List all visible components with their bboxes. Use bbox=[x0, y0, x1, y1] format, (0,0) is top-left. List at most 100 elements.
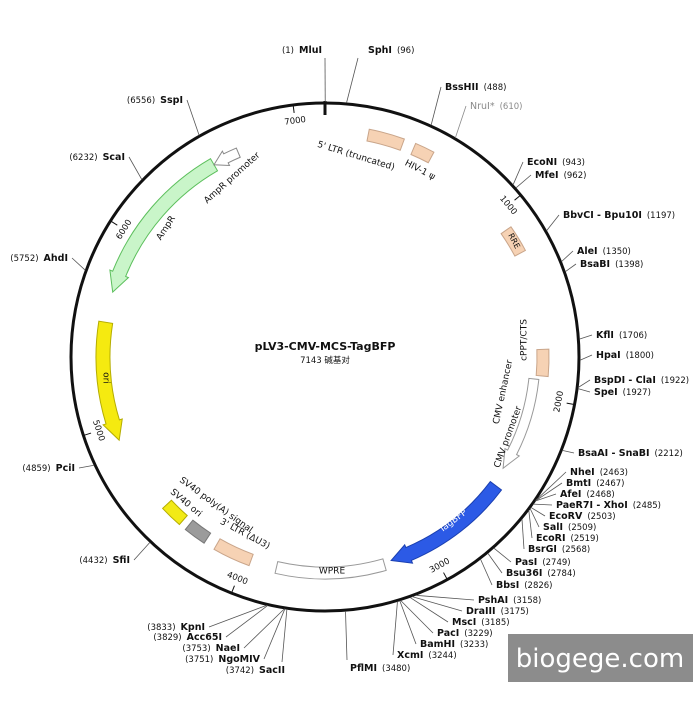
site-name: PaeR7I - XhoI bbox=[556, 500, 628, 511]
site-position: (2568) bbox=[562, 545, 590, 555]
site-position: (610) bbox=[500, 102, 523, 112]
feature-shape bbox=[214, 148, 240, 165]
site-name: EcoNI bbox=[527, 157, 557, 168]
site-name: SacII bbox=[259, 665, 285, 676]
tick-label: 4000 bbox=[225, 570, 249, 587]
site-label: MscI(3185) bbox=[452, 617, 510, 628]
site-label: BbvCI - Bpu10I(1197) bbox=[563, 210, 675, 221]
site-name: PshAI bbox=[478, 595, 508, 606]
site-label: PacI (3229) bbox=[437, 628, 493, 639]
site-label: (3753)NaeI bbox=[182, 643, 240, 654]
site-name: EcoRI bbox=[536, 533, 566, 544]
site-label: PasI(2749) bbox=[515, 557, 571, 568]
site-leader bbox=[516, 175, 531, 188]
site-position: (1800) bbox=[626, 351, 654, 361]
site-leader bbox=[578, 380, 590, 387]
site-position: (4859) bbox=[22, 464, 50, 474]
site-name: BssHII bbox=[445, 82, 479, 93]
site-position: (2503) bbox=[587, 512, 615, 522]
site-position: (3742) bbox=[226, 666, 254, 676]
site-label: (3829)Acc65I bbox=[153, 632, 222, 643]
site-label: (3751)NgoMIV bbox=[185, 654, 261, 665]
site-name: KflI bbox=[596, 330, 614, 341]
site-position: (1927) bbox=[623, 388, 651, 398]
site-position: (962) bbox=[564, 171, 587, 181]
tick-mark bbox=[444, 573, 447, 579]
tick-mark bbox=[293, 106, 294, 113]
site-name: MluI bbox=[299, 45, 322, 56]
site-name: PciI bbox=[56, 463, 75, 474]
site-position: (3833) bbox=[147, 623, 175, 633]
site-name: BmtI bbox=[566, 478, 591, 489]
feature-label: cPPT/CTS bbox=[520, 319, 530, 361]
site-position: (2468) bbox=[586, 490, 614, 500]
site-leader bbox=[455, 106, 466, 138]
site-leader bbox=[562, 450, 574, 453]
site-position: (2212) bbox=[655, 449, 683, 459]
tick-mark bbox=[515, 196, 520, 200]
site-label: MfeI(962) bbox=[535, 170, 586, 181]
site-name: BbsI bbox=[496, 580, 519, 591]
site-position: (6232) bbox=[69, 153, 97, 163]
site-leader bbox=[79, 465, 94, 468]
site-leader bbox=[561, 251, 573, 262]
site-label: (4432)SfiI bbox=[79, 555, 130, 566]
site-name: KpnI bbox=[181, 622, 205, 633]
watermark: biogege.com bbox=[516, 644, 684, 674]
site-label: NruI*(610) bbox=[470, 101, 522, 112]
site-position: (3244) bbox=[428, 651, 456, 661]
feature-shape bbox=[536, 349, 549, 376]
site-position: (943) bbox=[562, 158, 585, 168]
site-position: (1197) bbox=[647, 211, 675, 221]
site-name: SspI bbox=[160, 95, 183, 106]
site-label: BspDI - ClaI(1922) bbox=[594, 375, 689, 386]
site-name: SalI bbox=[543, 522, 563, 533]
site-label: PflMI(3480) bbox=[350, 663, 410, 674]
site-label: AleI(1350) bbox=[577, 246, 631, 257]
site-name: PacI bbox=[437, 628, 459, 639]
site-position: (6556) bbox=[127, 96, 155, 106]
site-leader bbox=[134, 542, 150, 560]
site-leader bbox=[244, 609, 284, 648]
plasmid-size: 7143 碱基对 bbox=[300, 355, 350, 366]
site-name: NheI bbox=[570, 467, 595, 478]
site-name: Acc65I bbox=[187, 632, 222, 643]
site-label: KflI (1706) bbox=[596, 330, 647, 341]
site-position: (1922) bbox=[661, 376, 689, 386]
site-leader bbox=[282, 609, 287, 662]
site-position: (3229) bbox=[464, 629, 492, 639]
site-position: (3185) bbox=[481, 618, 509, 628]
site-position: (3753) bbox=[182, 644, 210, 654]
site-label: BsaAI - SnaBI (2212) bbox=[578, 448, 683, 459]
site-leader bbox=[565, 264, 576, 272]
site-name: AhdI bbox=[44, 253, 68, 264]
site-position: (4432) bbox=[79, 556, 107, 566]
site-position: (2509) bbox=[568, 523, 596, 533]
site-leader bbox=[264, 609, 285, 659]
site-leader bbox=[347, 58, 358, 103]
site-position: (5752) bbox=[10, 254, 38, 264]
site-label: SpeI(1927) bbox=[594, 387, 651, 398]
site-label: BsaBI(1398) bbox=[580, 259, 643, 270]
site-position: (3233) bbox=[460, 640, 488, 650]
site-label: DraIII(3175) bbox=[466, 606, 529, 617]
site-leader bbox=[346, 611, 347, 660]
site-label: EcoNI (943) bbox=[527, 157, 585, 168]
site-leader bbox=[494, 548, 511, 562]
site-position: (3158) bbox=[513, 596, 541, 606]
tick-mark bbox=[567, 403, 574, 404]
site-label: HpaI(1800) bbox=[596, 350, 654, 361]
feature-label: ori bbox=[101, 372, 111, 384]
site-name: BsaAI - SnaBI bbox=[578, 448, 650, 459]
site-leader bbox=[129, 157, 142, 180]
site-name: BamHI bbox=[420, 639, 455, 650]
site-leader bbox=[578, 389, 590, 392]
site-leader bbox=[580, 355, 592, 360]
site-position: (3751) bbox=[185, 655, 213, 665]
site-leader bbox=[72, 258, 85, 270]
feature-shape bbox=[214, 539, 253, 566]
site-position: (2749) bbox=[542, 558, 570, 568]
site-position: (1706) bbox=[619, 331, 647, 341]
site-leader bbox=[209, 605, 267, 627]
